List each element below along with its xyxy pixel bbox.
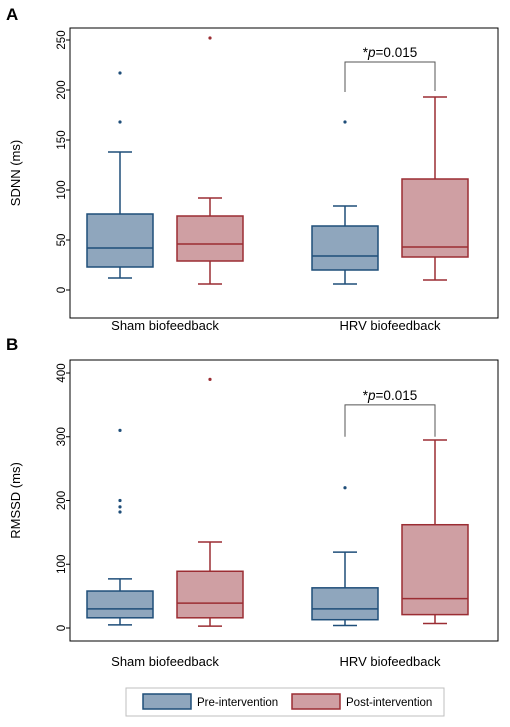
category-label: HRV biofeedback — [340, 318, 441, 333]
box-iqr — [176, 215, 244, 262]
box-iqr — [86, 213, 154, 268]
box-iqr — [86, 590, 154, 619]
significance-p-symbol: p — [367, 388, 376, 403]
box-post — [401, 439, 469, 625]
box-post — [176, 36, 244, 285]
significance-label: *p=0.015 — [363, 45, 417, 60]
box-iqr — [401, 523, 469, 616]
panel-letter: A — [6, 5, 18, 24]
outlier-point — [118, 505, 122, 509]
y-tick-label: 0 — [56, 625, 68, 631]
significance-value: =0.015 — [376, 388, 418, 403]
outlier-point — [208, 377, 212, 381]
outlier-point — [118, 71, 122, 75]
y-tick-label: 300 — [56, 427, 68, 446]
significance-label: *p=0.015 — [363, 388, 417, 403]
y-tick-label: 100 — [56, 555, 68, 574]
significance-bracket — [344, 61, 436, 92]
outlier-point — [118, 120, 122, 124]
significance-p-symbol: p — [367, 45, 376, 60]
box-iqr — [311, 587, 379, 621]
box-pre — [311, 120, 379, 285]
outlier-point — [343, 486, 347, 490]
box-iqr — [401, 178, 469, 258]
significance-prefix: * — [363, 388, 369, 403]
legend-swatch — [291, 693, 341, 710]
y-tick-label: 100 — [56, 180, 68, 199]
y-tick-label: 150 — [56, 130, 68, 149]
significance-value: =0.015 — [376, 45, 418, 60]
category-label: HRV biofeedback — [340, 654, 441, 669]
box-post — [176, 377, 244, 627]
y-axis-title: RMSSD (ms) — [8, 462, 23, 539]
box-pre — [86, 71, 154, 279]
panel-a: A SDNN (ms) 0 50 100 150 200 250 Sham biofeedbac… — [6, 5, 499, 333]
box-iqr — [176, 570, 244, 619]
y-tick-label: 50 — [56, 234, 68, 247]
legend-swatch — [142, 693, 192, 710]
box-iqr — [311, 225, 379, 271]
legend: Pre-intervention Post-intervention — [125, 687, 445, 717]
y-tick-label: 200 — [56, 491, 68, 510]
panel-letter: B — [6, 335, 18, 354]
outlier-point — [118, 428, 122, 432]
legend-label: Post-intervention — [346, 697, 432, 709]
box-pre — [311, 486, 379, 627]
significance-prefix: * — [363, 45, 369, 60]
outlier-point — [118, 510, 122, 514]
y-axis-title: SDNN (ms) — [8, 140, 23, 206]
panel-b: B RMSSD (ms) 0 100 200 300 400 Sham biofeedback… — [6, 335, 499, 669]
y-tick-label: 200 — [56, 80, 68, 99]
legend-label: Pre-intervention — [197, 697, 278, 709]
category-label: Sham biofeedback — [111, 318, 219, 333]
box-pre — [86, 428, 154, 626]
outlier-point — [118, 498, 122, 503]
y-tick-label: 400 — [56, 363, 68, 382]
outlier-point — [343, 120, 347, 124]
outlier-point — [208, 36, 212, 40]
category-label: Sham biofeedback — [111, 654, 219, 669]
significance-bracket — [344, 404, 436, 437]
box-post — [401, 96, 469, 281]
y-tick-label: 250 — [56, 30, 68, 49]
y-tick-label: 0 — [56, 287, 68, 293]
plot-frame — [69, 27, 499, 319]
